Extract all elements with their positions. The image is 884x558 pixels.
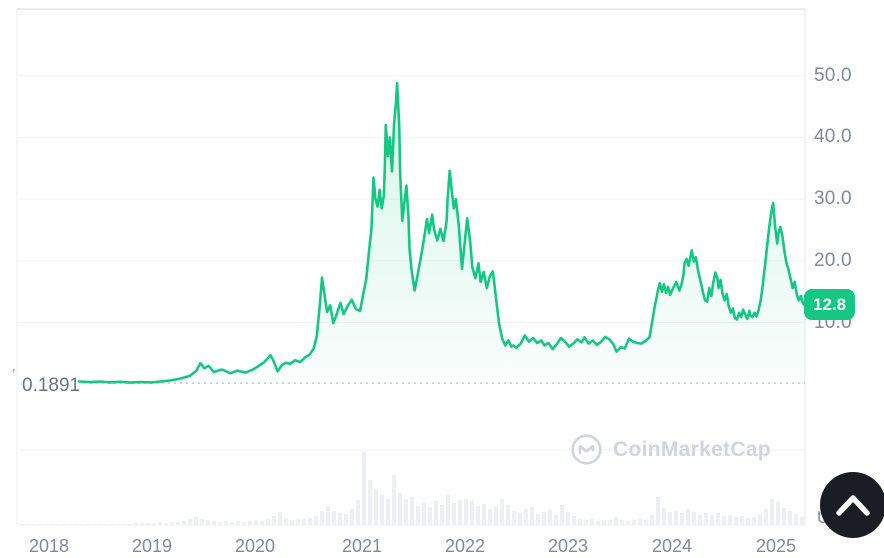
coinmarketcap-wordmark: CoinMarketCap: [613, 437, 771, 461]
scroll-to-top-button[interactable]: [820, 472, 884, 538]
x-axis-label-2021: 2021: [341, 536, 383, 556]
x-axis-label-2022: 2022: [444, 536, 486, 556]
y-axis-label-20: 20.0: [814, 250, 852, 271]
x-axis-label-2019: 2019: [131, 536, 173, 556]
x-axis-label-2018: 2018: [28, 536, 70, 556]
y-axis-label-40: 40.0: [814, 126, 852, 147]
start-price-label: 0.1891: [22, 375, 81, 396]
chevron-up-icon: [836, 495, 870, 516]
volume-bars: [20, 452, 804, 525]
x-axis-label-2024: 2024: [651, 536, 693, 556]
start-price-tick: ’: [12, 366, 16, 383]
y-axis-label-50: 50.0: [814, 65, 852, 86]
y-axis-label-30: 30.0: [814, 188, 852, 209]
coinmarketcap-logo-icon: [571, 434, 602, 465]
coinmarketcap-watermark: CoinMarketCap: [570, 433, 771, 466]
x-axis-label-2023: 2023: [547, 536, 589, 556]
x-axis-label-2020: 2020: [234, 536, 276, 556]
price-line-series: [77, 81, 807, 385]
x-axis-label-2025: 2025: [755, 536, 797, 556]
current-price-badge: 12.8: [804, 289, 856, 320]
